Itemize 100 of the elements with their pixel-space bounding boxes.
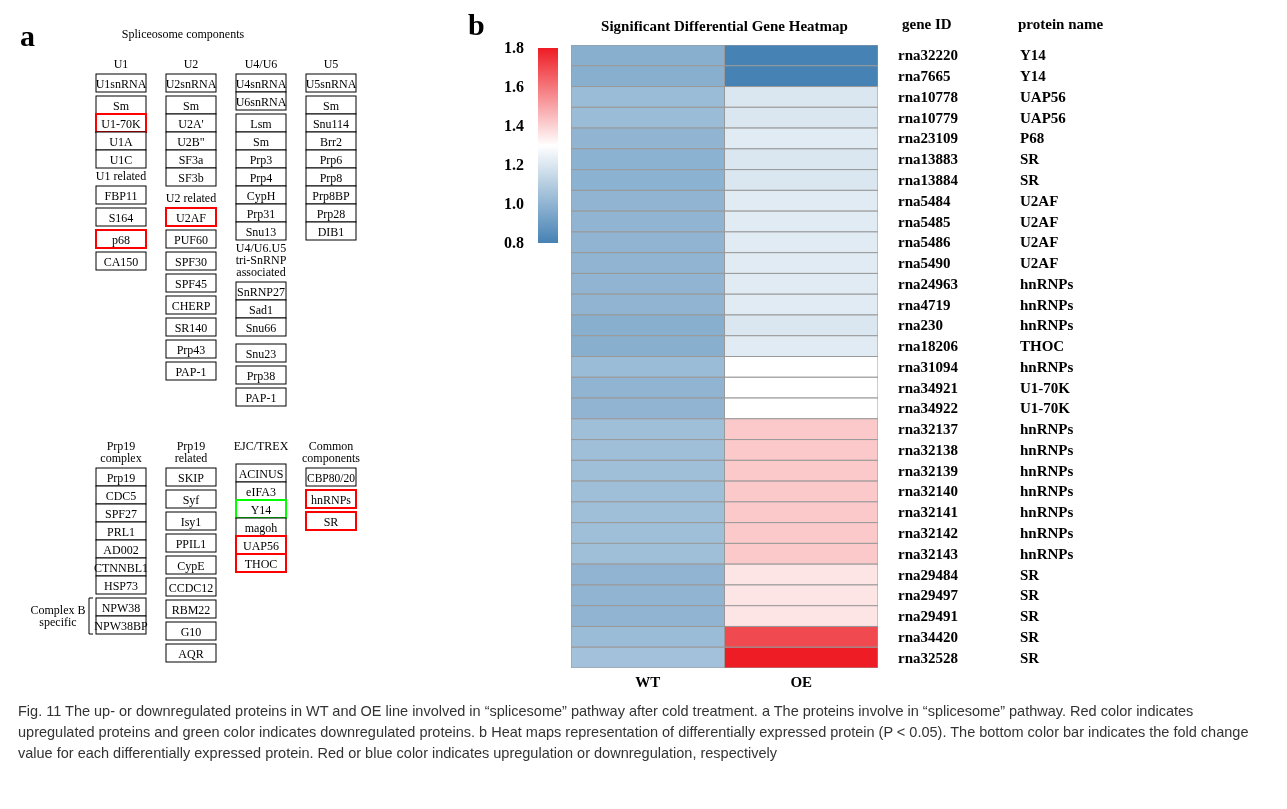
y2-tick-label: Y14 [1020, 47, 1047, 64]
text: Brr2 [320, 135, 342, 149]
text: SPF27 [104, 507, 138, 521]
text: CCDC12 [168, 581, 214, 595]
text: U2A' [178, 117, 204, 131]
text: HSP73 [103, 579, 139, 593]
y2-tick-label: U2AF [1020, 192, 1059, 209]
text: Sm [322, 99, 340, 113]
text: PUF60 [173, 233, 209, 247]
y2-tick-label: hnRNPs [1020, 483, 1074, 500]
y2-tick-label: SR [1020, 171, 1040, 188]
text: G10 [180, 625, 202, 639]
text: U2snRNA [165, 77, 217, 91]
text: CDC5 [105, 489, 137, 503]
chart-subtitle: b [468, 8, 485, 42]
y2-tick-label: U1-70K [1020, 400, 1071, 417]
text: RBM22 [171, 603, 211, 617]
color-bar-label: 1.2 [504, 156, 524, 173]
text: U2 [183, 57, 199, 71]
text: SR140 [174, 321, 208, 335]
text: U2 related [165, 191, 217, 205]
text: p68 [112, 233, 130, 247]
text: U2AF [175, 211, 207, 225]
y-tick-label: rna32140 [898, 483, 958, 500]
caption: Fig. 11 The up- or downregulated proteins in WT and OE line involved in “splicesome” pathway after cold treatment. a The proteins involve in “splicesome” pathway. Red color indicates upregulated proteins and green color indicates downregulated proteins. b Heat maps representation of differentially expressed protein (P < 0.05). The bottom color bar indicates the fold change value for each differentially expressed protein. Red or blue color indicates upregulation or downregulation, respectively [18, 702, 1250, 763]
y-tick-label: rna34922 [898, 400, 958, 417]
text: hnRNPs [310, 493, 352, 507]
text: Prp8 [319, 171, 343, 185]
text: Syf [182, 493, 200, 507]
text: U4snRNA [235, 77, 287, 91]
text: DIB1 [317, 225, 345, 239]
y-axis-title: gene ID [902, 16, 952, 33]
y2-tick-label: SR [1020, 649, 1040, 666]
text: eIFA3 [246, 485, 276, 499]
y-tick-label: rna4719 [898, 296, 951, 313]
text: U5snRNA [305, 77, 357, 91]
text: Prp31 [246, 207, 276, 221]
y-tick-label: rna13884 [898, 171, 959, 188]
y2-tick-label: hnRNPs [1020, 441, 1074, 458]
y-tick-label: rna32141 [898, 504, 958, 521]
text: SF3a [178, 153, 204, 167]
text: AD002 [103, 543, 139, 557]
text: Y14 [250, 503, 272, 517]
y-tick-label: rna18206 [898, 338, 959, 355]
text: Sad1 [249, 303, 273, 317]
y-tick-label: rna5484 [898, 192, 951, 209]
text: SPF30 [174, 255, 208, 269]
text: EJC/TREX [233, 439, 289, 453]
text: Isy1 [180, 515, 202, 529]
y2-tick-label: SR [1020, 587, 1040, 604]
text: SKIP [177, 471, 205, 485]
text: FBP11 [104, 189, 138, 203]
text: a [20, 19, 35, 52]
text: CA150 [103, 255, 139, 269]
y-tick-label: rna13883 [898, 151, 958, 168]
color-bar-label: 1.8 [504, 39, 524, 56]
y2-tick-label: U2AF [1020, 213, 1059, 230]
text: THOC [244, 557, 278, 571]
y-tick-label: rna10778 [898, 88, 958, 105]
y-tick-label: rna32220 [898, 47, 958, 64]
y2-tick-label: Y14 [1020, 68, 1047, 85]
text: NPW38BP [94, 619, 148, 633]
text: Sm [252, 135, 270, 149]
color-bar-label: 0.8 [504, 234, 524, 251]
text: PPIL1 [175, 537, 207, 551]
text: PAP-1 [245, 391, 277, 405]
y2-tick-label: hnRNPs [1020, 545, 1074, 562]
text: Prp28 [316, 207, 346, 221]
text: Snu23 [245, 347, 277, 361]
y-tick-label: rna32138 [898, 441, 958, 458]
y2-axis-title: protein name [1018, 16, 1104, 33]
text: Spliceosome components [121, 27, 245, 41]
y-tick-label: rna32142 [898, 525, 958, 542]
text: Prp6 [319, 153, 343, 167]
text: PAP-1 [175, 365, 207, 379]
color-bar-label: 1.0 [504, 195, 524, 212]
y-tick-label: rna24963 [898, 275, 958, 292]
text: UAP56 [242, 539, 280, 553]
y2-tick-label: hnRNPs [1020, 275, 1074, 292]
x-tick-label: OE [790, 673, 813, 690]
y-tick-label: rna23109 [898, 130, 958, 147]
y2-tick-label: hnRNPs [1020, 296, 1074, 313]
text: Lsm [250, 117, 273, 131]
y2-tick-label: SR [1020, 566, 1040, 583]
y-tick-label: rna10779 [898, 109, 958, 126]
y2-tick-label: U2AF [1020, 234, 1059, 251]
text: CypE [177, 559, 205, 573]
text: Snu66 [245, 321, 277, 335]
text: U1 related [95, 169, 147, 183]
y-tick-label: rna31094 [898, 358, 959, 375]
text: Prp43 [176, 343, 206, 357]
text: CTNNBL1 [94, 561, 148, 575]
text: magoh [244, 521, 278, 535]
y2-tick-label: U2AF [1020, 255, 1059, 272]
text: PRL1 [106, 525, 136, 539]
y-tick-label: rna7665 [898, 68, 951, 85]
y-tick-label: rna5486 [898, 234, 951, 251]
text: SPF45 [174, 277, 208, 291]
text: CHERP [171, 299, 211, 313]
y2-tick-label: hnRNPs [1020, 421, 1074, 438]
